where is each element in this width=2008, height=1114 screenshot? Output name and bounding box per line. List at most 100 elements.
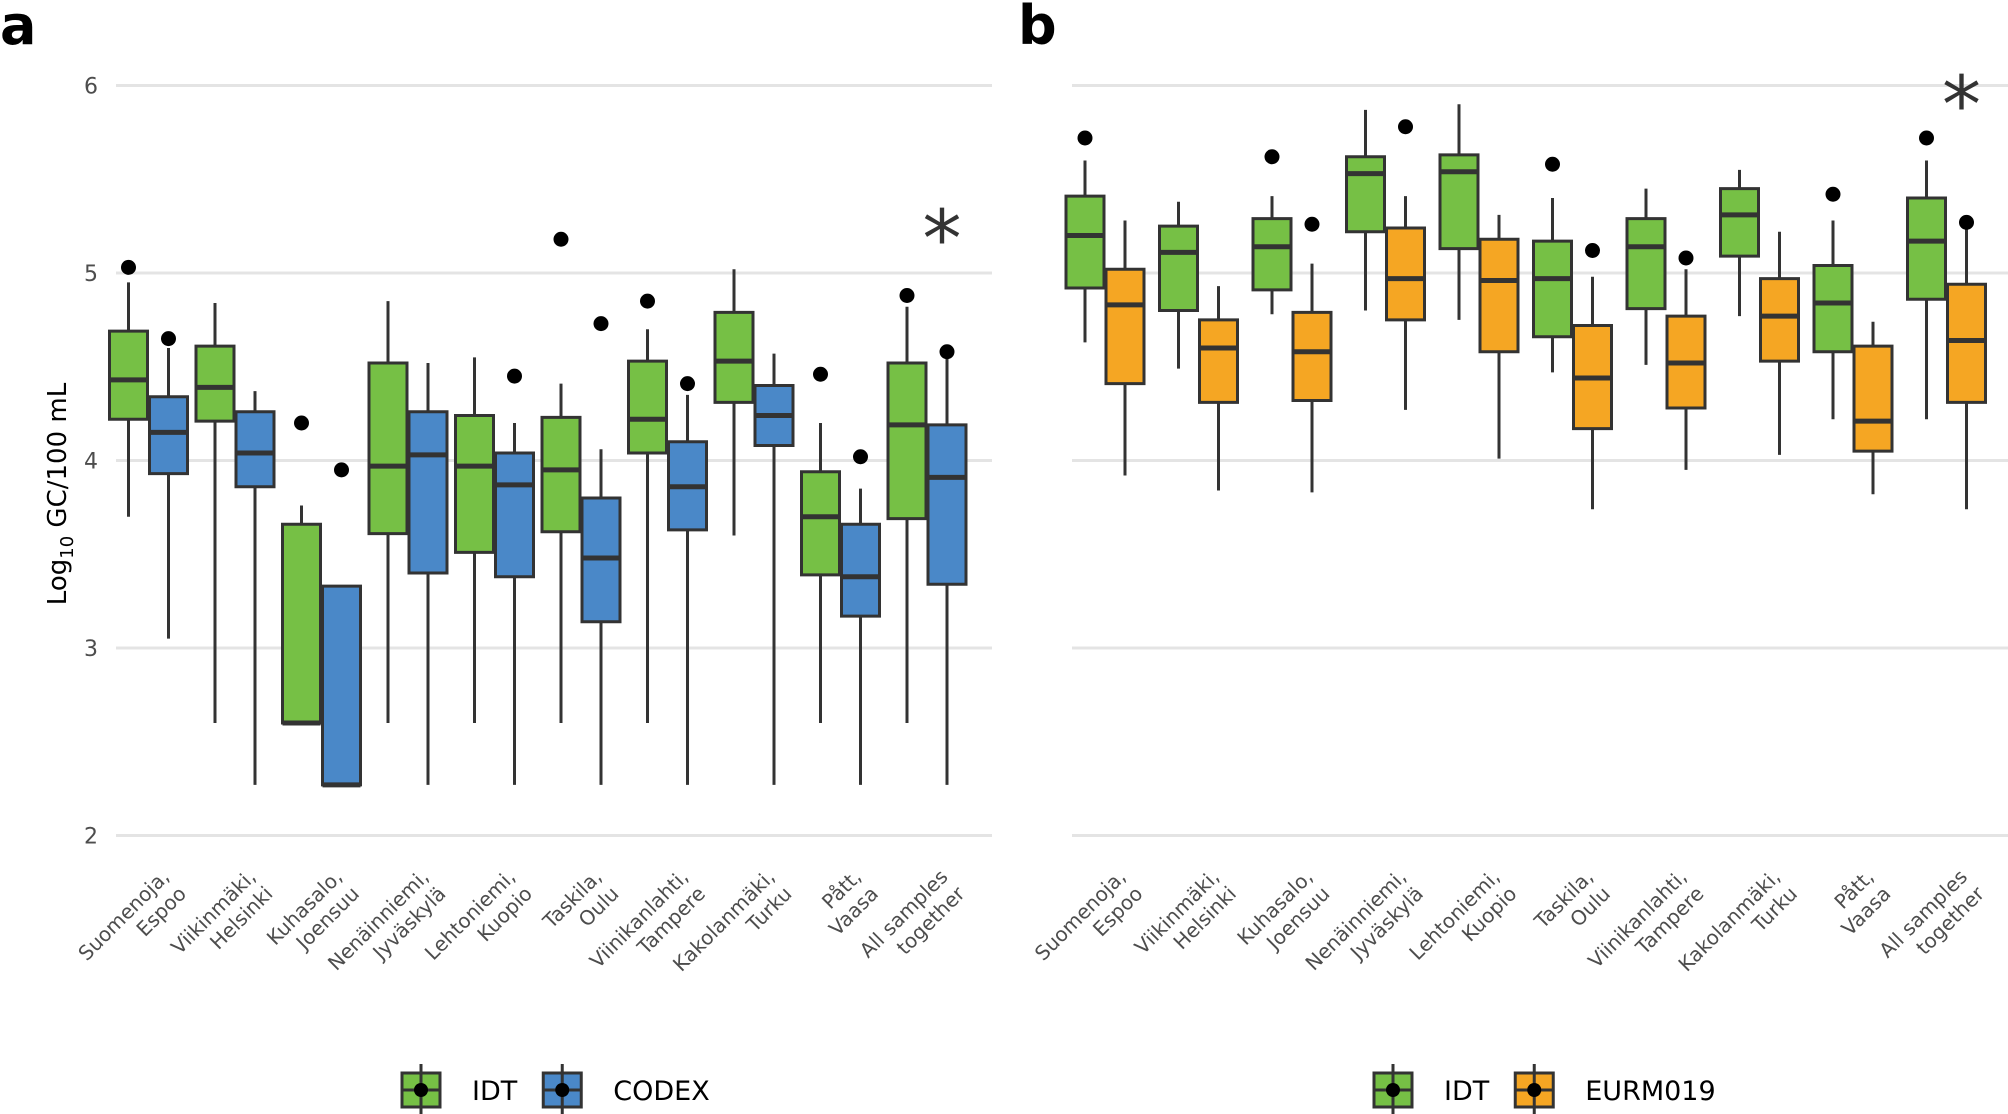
mean-point [1678, 250, 1694, 266]
mean-point [1304, 216, 1320, 232]
y-tick-label: 4 [84, 450, 98, 475]
mean-point [507, 368, 522, 384]
box-body [1812, 264, 1854, 354]
mean-point [680, 376, 695, 392]
box-codex [407, 363, 449, 785]
mean-point [1077, 130, 1093, 146]
box-body [194, 344, 236, 423]
x-tick-label: Viikinmäki,Helsinki [1130, 865, 1241, 976]
box-eurm019 [1198, 286, 1239, 491]
panel-a-y-ticks: 2 3 4 5 6 [84, 75, 98, 850]
mean-point [553, 231, 569, 247]
box-body [1251, 217, 1293, 292]
box-body [1064, 194, 1106, 290]
mean-point [294, 415, 309, 431]
box-body [454, 414, 495, 554]
mean-point [1959, 214, 1974, 230]
x-tick-label: Viikinmäki,Helsinki [166, 865, 277, 976]
panel-b-legend: IDT EURM019 [1372, 1064, 1716, 1114]
panel-b-x-labels: Suomenoja,EspooViikinmäki,HelsinkiKuhasa… [1030, 865, 1990, 977]
box-idt [1158, 201, 1199, 369]
box-codex [667, 376, 708, 785]
y-tick-label: 3 [84, 637, 98, 662]
panel-b-label: b [1018, 0, 1057, 57]
box-body [367, 361, 409, 536]
box-eurm019 [1759, 231, 1800, 455]
box-body [1719, 187, 1760, 258]
mean-point [1585, 243, 1600, 258]
legend-item-codex: CODEX [541, 1064, 710, 1114]
box-idt [886, 288, 928, 723]
panel-a: a 2 3 4 5 6 Suomenoja,EspooViikinmäki,Helsin… [0, 0, 992, 1114]
x-tick-label: Pått,Vaasa [1820, 865, 1896, 941]
box-codex [926, 344, 968, 785]
box-body [1345, 155, 1386, 234]
mean-point [939, 344, 955, 360]
box-eurm019 [1946, 214, 1987, 510]
mean-point [640, 293, 655, 309]
box-idt [108, 259, 149, 517]
box-body [494, 451, 535, 579]
y-label-subscript: 10 [57, 536, 78, 559]
mean-point [1825, 186, 1841, 202]
legend-label: IDT [472, 1076, 518, 1107]
mean-point [334, 462, 349, 478]
x-tick-label: Lehtoniemi,Kuopio [420, 865, 537, 982]
box-body [1438, 153, 1480, 251]
legend-point [1386, 1083, 1400, 1097]
y-label-suffix: GC/100 mL [43, 382, 73, 536]
legend-item-idt: IDT [400, 1064, 518, 1114]
mean-point [161, 331, 176, 347]
box-body [540, 415, 582, 534]
box-body [1946, 282, 1987, 404]
box-eurm019 [1385, 119, 1426, 410]
box-idt [1532, 156, 1573, 373]
legend-label: CODEX [613, 1076, 709, 1107]
mean-point [593, 316, 609, 332]
box-body [321, 584, 362, 787]
mean-point [899, 288, 915, 303]
box-body [840, 522, 881, 618]
mean-point [853, 449, 868, 465]
panel-b-significance-star: * [1942, 61, 1981, 151]
box-body [1906, 196, 1947, 301]
box-codex [580, 316, 622, 785]
y-tick-label: 5 [84, 262, 98, 287]
box-codex [234, 391, 276, 785]
box-body [1198, 318, 1239, 404]
box-body [1532, 239, 1573, 339]
box-idt [1251, 149, 1293, 315]
box-eurm019 [1665, 250, 1707, 470]
box-idt [800, 366, 841, 723]
box-body [234, 410, 276, 489]
box-eurm019 [1852, 321, 1894, 495]
mean-point [1264, 149, 1280, 165]
y-label-prefix: Log [43, 559, 73, 605]
box-idt [1064, 130, 1106, 343]
box-eurm019 [1478, 214, 1520, 459]
x-tick-label: All samplestogether [855, 864, 970, 979]
box-idt [454, 357, 495, 723]
panel-b-gridlines [1072, 84, 2008, 837]
box-eurm019 [1572, 243, 1613, 510]
legend-label: EURM019 [1585, 1076, 1715, 1107]
box-body [1625, 217, 1667, 311]
box-idt [367, 301, 409, 723]
box-codex [840, 449, 881, 785]
box-idt [1345, 109, 1386, 311]
x-tick-label: Suomenoja,Espoo [73, 865, 191, 983]
mean-point [1919, 130, 1934, 146]
panel-a-significance-star: * [923, 195, 962, 285]
legend-point [414, 1083, 428, 1097]
box-idt [1625, 188, 1667, 365]
legend-point [1527, 1083, 1542, 1097]
box-idt [1906, 130, 1947, 420]
box-body [627, 359, 668, 455]
box-body [800, 470, 841, 577]
mean-point [121, 259, 136, 275]
legend-point [555, 1083, 570, 1097]
panel-a-legend: IDT CODEX [400, 1064, 710, 1114]
panel-a-x-labels: Suomenoja,EspooViikinmäki,HelsinkiKuhasa… [73, 864, 970, 983]
box-idt [1719, 169, 1760, 317]
mean-point [1398, 119, 1413, 135]
